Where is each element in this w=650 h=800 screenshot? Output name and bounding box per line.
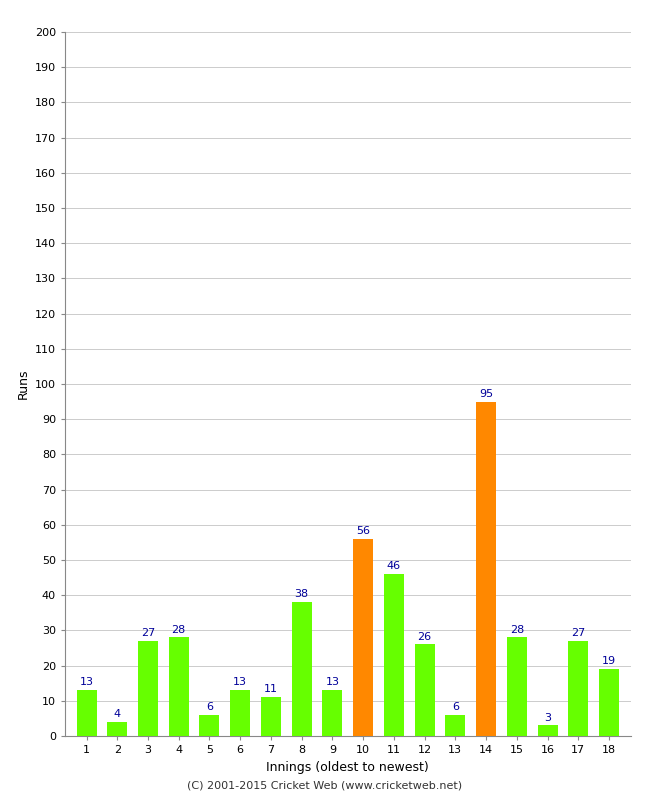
Text: 27: 27: [141, 628, 155, 638]
Text: 4: 4: [114, 709, 121, 719]
Bar: [107, 722, 127, 736]
Text: 13: 13: [233, 678, 247, 687]
Bar: [538, 726, 558, 736]
Bar: [230, 690, 250, 736]
Bar: [77, 690, 96, 736]
Bar: [507, 638, 526, 736]
Bar: [476, 402, 496, 736]
Bar: [415, 645, 435, 736]
Text: 13: 13: [326, 678, 339, 687]
Bar: [200, 715, 220, 736]
Bar: [261, 698, 281, 736]
Text: (C) 2001-2015 Cricket Web (www.cricketweb.net): (C) 2001-2015 Cricket Web (www.cricketwe…: [187, 781, 463, 790]
Text: 46: 46: [387, 562, 401, 571]
Text: 28: 28: [172, 625, 186, 634]
Text: 95: 95: [479, 389, 493, 398]
Text: 19: 19: [602, 656, 616, 666]
Text: 26: 26: [417, 632, 432, 642]
Bar: [568, 641, 588, 736]
Text: 3: 3: [544, 713, 551, 722]
Bar: [445, 715, 465, 736]
Text: 13: 13: [79, 678, 94, 687]
Text: 6: 6: [452, 702, 459, 712]
Text: 56: 56: [356, 526, 370, 536]
Bar: [292, 602, 311, 736]
Bar: [138, 641, 158, 736]
Bar: [599, 669, 619, 736]
Text: 27: 27: [571, 628, 586, 638]
Bar: [169, 638, 188, 736]
Bar: [384, 574, 404, 736]
Text: 11: 11: [264, 685, 278, 694]
Bar: [353, 539, 373, 736]
Text: 38: 38: [294, 590, 309, 599]
Text: 28: 28: [510, 625, 524, 634]
Text: 6: 6: [206, 702, 213, 712]
Y-axis label: Runs: Runs: [16, 369, 29, 399]
X-axis label: Innings (oldest to newest): Innings (oldest to newest): [266, 761, 429, 774]
Bar: [322, 690, 343, 736]
